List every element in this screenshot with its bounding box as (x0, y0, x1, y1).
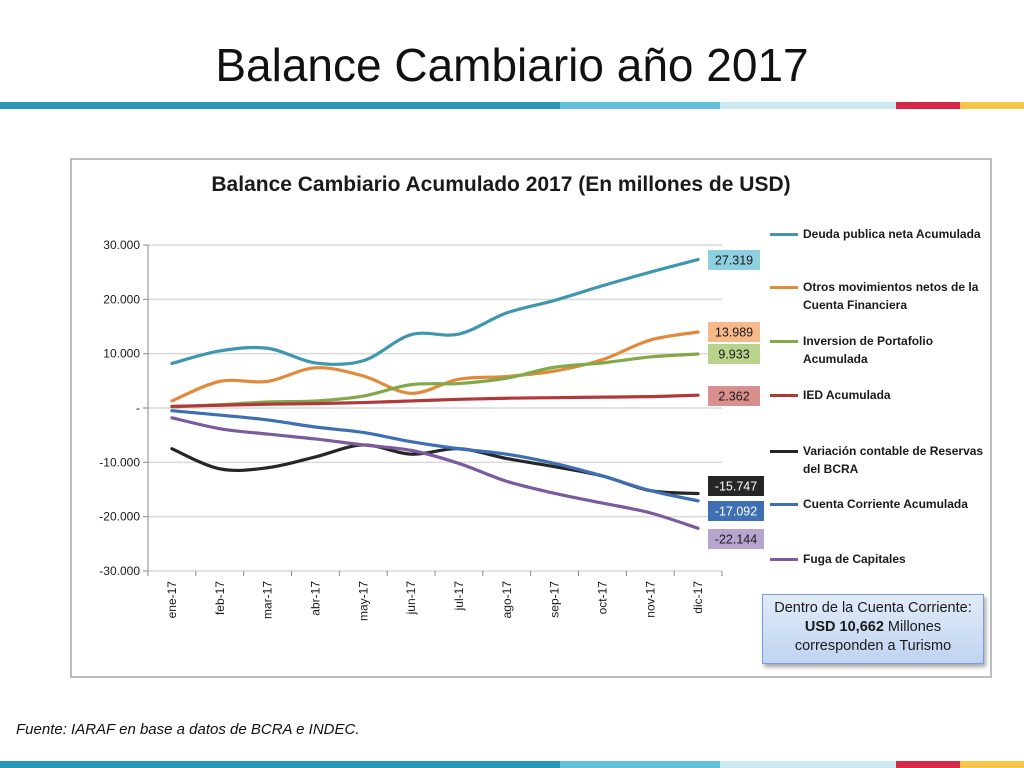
accent-segment-1 (0, 102, 560, 109)
note-units: Millones (883, 619, 942, 635)
y-tick-label: - (136, 401, 140, 415)
series-layer (170, 257, 700, 530)
series-line (170, 352, 700, 409)
legend-swatch (770, 558, 798, 561)
legend-swatch (770, 286, 798, 289)
bottom-accent-bar (0, 761, 1024, 768)
end-data-label: 27.319 (708, 250, 760, 270)
legend-label: Inversion de Portafolio Acumulada (803, 334, 934, 366)
bottom-accent-segment-2 (560, 761, 720, 768)
note-line-2: USD 10,662 Millones (763, 618, 983, 637)
bottom-accent-segment-3 (720, 761, 896, 768)
legend-swatch (770, 340, 798, 343)
y-tick-label: 10.000 (103, 347, 140, 361)
bottom-accent-segment-4 (896, 761, 960, 768)
x-tick-label: ago-17 (500, 581, 514, 619)
end-data-label: -15.747 (708, 476, 764, 496)
note-line-1: Dentro de la Cuenta Corriente: (774, 600, 972, 616)
end-label-box (708, 476, 764, 496)
slide-title: Balance Cambiario año 2017 (215, 39, 809, 91)
x-tick-label: abr-17 (308, 581, 322, 616)
series-line (170, 393, 700, 408)
legend-label: IED Acumulada (803, 388, 891, 402)
x-tick-label: dic-17 (691, 581, 705, 614)
axis-layer: 30.000 20.000 10.000 - -10.000 -20.000 -30.000… (99, 238, 723, 621)
legend-swatch (770, 233, 798, 236)
grid-layer (148, 244, 722, 572)
y-tick-label: -30.000 (99, 564, 140, 578)
turismo-note-box: Dentro de la Cuenta Corriente: USD 10,66… (762, 594, 984, 664)
end-label-box (708, 322, 760, 342)
series-line (170, 257, 700, 366)
x-tick-label: oct-17 (595, 581, 609, 615)
x-tick-label: nov-17 (643, 581, 657, 618)
end-label-box (708, 529, 764, 549)
end-label-box (708, 386, 760, 406)
end-label-box (708, 344, 760, 364)
accent-segment-3 (720, 102, 896, 109)
legend-swatch (770, 503, 798, 506)
accent-segment-4 (896, 102, 960, 109)
note-amount: USD 10,662 (804, 619, 884, 635)
end-label-text: -15.747 (715, 480, 757, 494)
legend-swatch (770, 394, 798, 397)
legend-label: Variación contable de Reservas del BCRA (803, 444, 984, 476)
series-line (170, 443, 700, 496)
x-tick-label: feb-17 (213, 581, 227, 615)
accent-segment-2 (560, 102, 720, 109)
x-tick-label: sep-17 (548, 581, 562, 618)
legend-label: Otros movimientos netos de la Cuenta Fin… (803, 280, 979, 312)
end-label-text: 9.933 (718, 348, 749, 362)
end-label-text: -17.092 (715, 505, 757, 519)
end-label-text: -22.144 (715, 533, 757, 547)
end-label-text: 2.362 (718, 390, 749, 404)
note-line-3: corresponden a Turismo (794, 638, 952, 654)
end-data-label: 9.933 (708, 344, 760, 364)
end-data-label: -22.144 (708, 529, 764, 549)
series-line (170, 330, 700, 403)
y-tick-label: -10.000 (99, 455, 140, 469)
x-tick-label: mar-17 (261, 581, 275, 619)
end-data-label: 13.989 (708, 322, 760, 342)
top-accent-bar (0, 102, 1024, 109)
y-tick-label: 20.000 (103, 292, 140, 306)
source-note: Fuente: IARAF en base a datos de BCRA e … (16, 721, 360, 738)
x-tick-label: may-17 (356, 581, 370, 621)
end-data-label: 2.362 (708, 386, 760, 406)
end-data-label: -17.092 (708, 501, 764, 521)
legend-swatch (770, 450, 798, 453)
series-line (170, 416, 700, 530)
end-label-layer: 27.319 13.989 9.933 2.362 -15.747 -17.092 -22.… (708, 250, 764, 549)
chart-title: Balance Cambiario Acumulado 2017 (En mil… (211, 173, 791, 196)
y-tick-label: 30.000 (103, 238, 140, 252)
x-tick-label: jul-17 (452, 581, 466, 612)
end-label-box (708, 250, 760, 270)
bottom-accent-segment-1 (0, 761, 560, 768)
legend-label: Deuda publica neta Acumulada (803, 227, 981, 241)
y-tick-label: -20.000 (99, 510, 140, 524)
end-label-box (708, 501, 764, 521)
series-line (170, 409, 700, 503)
x-tick-label: ene-17 (165, 581, 179, 619)
legend-label: Fuga de Capitales (803, 552, 906, 566)
end-label-text: 27.319 (715, 254, 753, 268)
legend-label: Cuenta Corriente Acumulada (803, 497, 968, 511)
accent-segment-5 (960, 102, 1024, 109)
bottom-accent-segment-5 (960, 761, 1024, 768)
x-tick-label: jun-17 (404, 581, 418, 616)
end-label-text: 13.989 (715, 326, 753, 340)
